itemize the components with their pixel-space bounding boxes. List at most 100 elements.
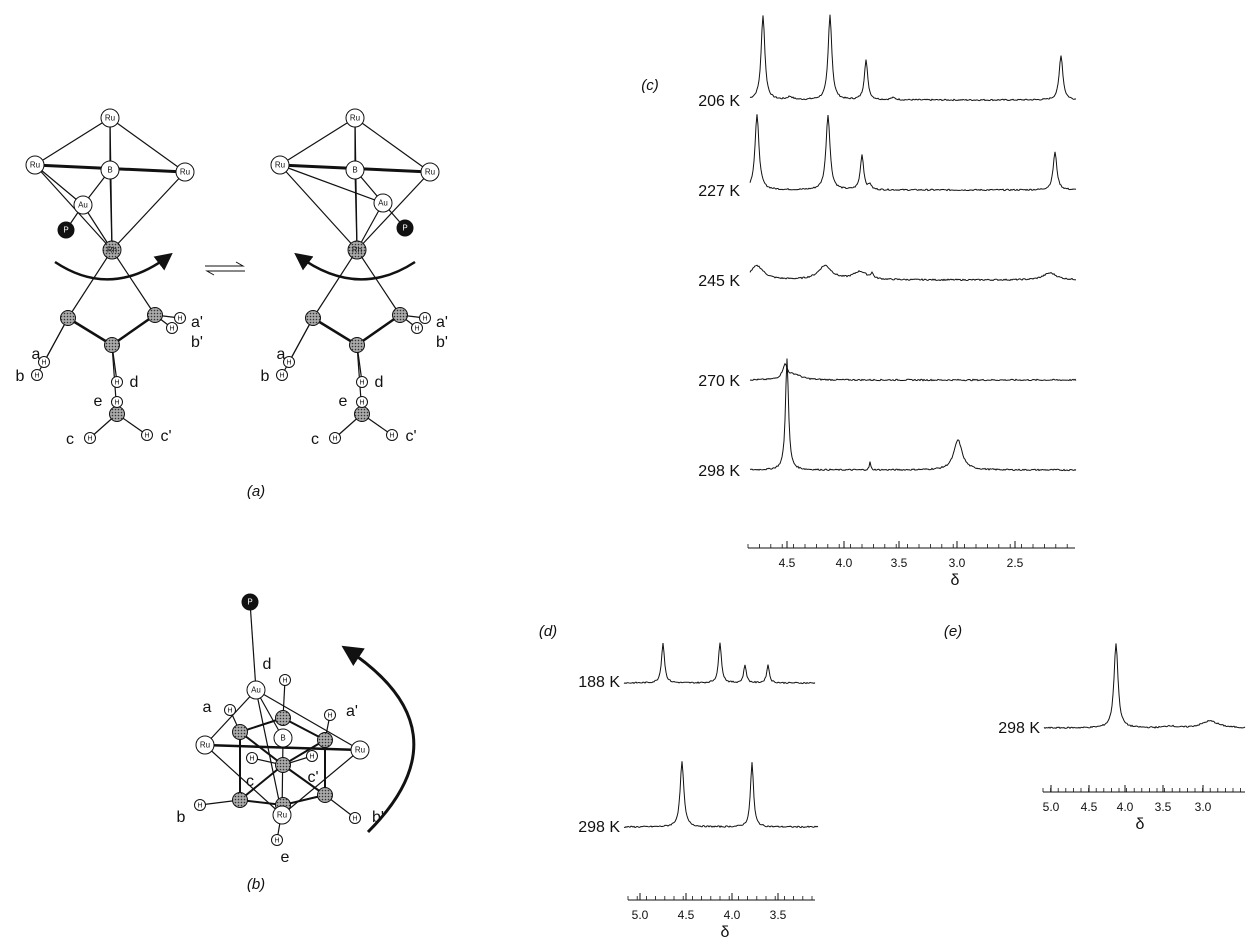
atom-label: H [279,372,284,379]
atom-label: Rh [352,246,362,255]
atom-label: H [352,815,357,822]
atom-letter: e [281,849,290,866]
atom-letter: b [261,368,270,385]
atom-letter: a [203,699,212,716]
axis-tick-label: 4.5 [678,908,695,922]
atom-label: Rh [107,246,117,255]
atom-letter: b [16,368,25,385]
axis-tick-label: 5.0 [632,908,649,922]
temperature-label: 298 K [998,720,1040,737]
carbon-atom [350,338,365,353]
atom-letter: d [130,374,139,391]
carbon-atom [61,311,76,326]
atom-label: Au [251,686,261,695]
atom-letter: b [177,809,186,826]
panel-label: (c) [641,77,659,94]
atom-letter: c' [307,769,318,786]
carbon-atom [233,725,248,740]
axis-tick-label: 4.0 [1117,800,1134,814]
atom-label: P [247,598,252,607]
figure: RuRuBRuAuPRhHHHHHHHHaba'b'decc'RuRuBRuAu… [0,0,1249,947]
panel-label: (e) [944,623,962,640]
panel-label: (a) [247,483,265,500]
carbon-atom [276,758,291,773]
axis-tick-label: 2.5 [1007,556,1024,570]
equilibrium-arrows [205,262,245,275]
atom-label: H [282,677,287,684]
atom-label: H [144,432,149,439]
spectrum-trace [750,265,1076,280]
panel-label: (b) [247,876,265,893]
axis-tick-label: 4.0 [836,556,853,570]
atom-label: H [87,435,92,442]
atom-letter: c [66,431,74,448]
bond [313,250,357,318]
spectrum-trace [1044,643,1245,728]
atom-label: Ru [105,114,115,123]
atom-label: Au [378,199,388,208]
atom-label: B [352,166,357,175]
axis-tick-label: 3.5 [770,908,787,922]
axis-tick-label: 3.0 [1195,800,1212,814]
atom-label: H [197,802,202,809]
bond [112,250,155,315]
atom-label: H [114,379,119,386]
atom-label: H [286,359,291,366]
carbon-atom [393,308,408,323]
atom-letter: c [246,773,254,790]
atom-letter: a' [191,314,203,331]
carbon-atom [318,788,333,803]
spectrum-trace [750,15,1076,101]
temperature-label: 298 K [698,463,740,480]
bond [357,172,430,250]
atom-letter: b' [191,334,203,351]
axis-tick-label: 5.0 [1043,800,1060,814]
carbon-atom [148,308,163,323]
atom-letter: c' [405,428,416,445]
atom-label: H [414,325,419,332]
spectrum-trace [750,114,1076,190]
axis-label: δ [951,572,960,589]
atom-label: B [107,166,112,175]
carbon-atom [306,311,321,326]
axis-tick-label: 3.0 [949,556,966,570]
spectrum-trace [750,364,1076,381]
atom-label: H [359,399,364,406]
carbon-atom [233,793,248,808]
axis-tick-label: 4.0 [724,908,741,922]
atom-label: H [114,399,119,406]
bond [250,602,256,690]
bond [68,250,112,318]
atom-letter: a [32,346,41,363]
atom-letter: e [94,393,103,410]
atom-label: H [332,435,337,442]
atom-letter: a [277,346,286,363]
bond [35,165,112,250]
temperature-label: 188 K [578,674,620,691]
temperature-label: 245 K [698,273,740,290]
atom-label: Ru [355,746,365,755]
axis-tick-label: 3.5 [891,556,908,570]
axis-label: δ [721,924,730,941]
atom-letter: c' [160,428,171,445]
atom-label: Ru [425,168,435,177]
atom-label: Au [78,201,88,210]
bond [280,165,357,250]
atom-letter: b' [436,334,448,351]
atom-label: H [177,315,182,322]
bond [355,118,430,172]
spectrum-trace [624,761,818,827]
atom-letter: e [339,393,348,410]
atom-label: Ru [350,114,360,123]
bond [205,690,256,745]
atom-label: H [309,753,314,760]
atom-letter: d [263,656,272,673]
atom-label: Ru [180,168,190,177]
atom-label: Ru [200,741,210,750]
carbon-atom [276,711,291,726]
bond [256,690,360,750]
atom-label: Ru [275,161,285,170]
atom-label: H [169,325,174,332]
atom-label: H [41,359,46,366]
atom-label: H [422,315,427,322]
